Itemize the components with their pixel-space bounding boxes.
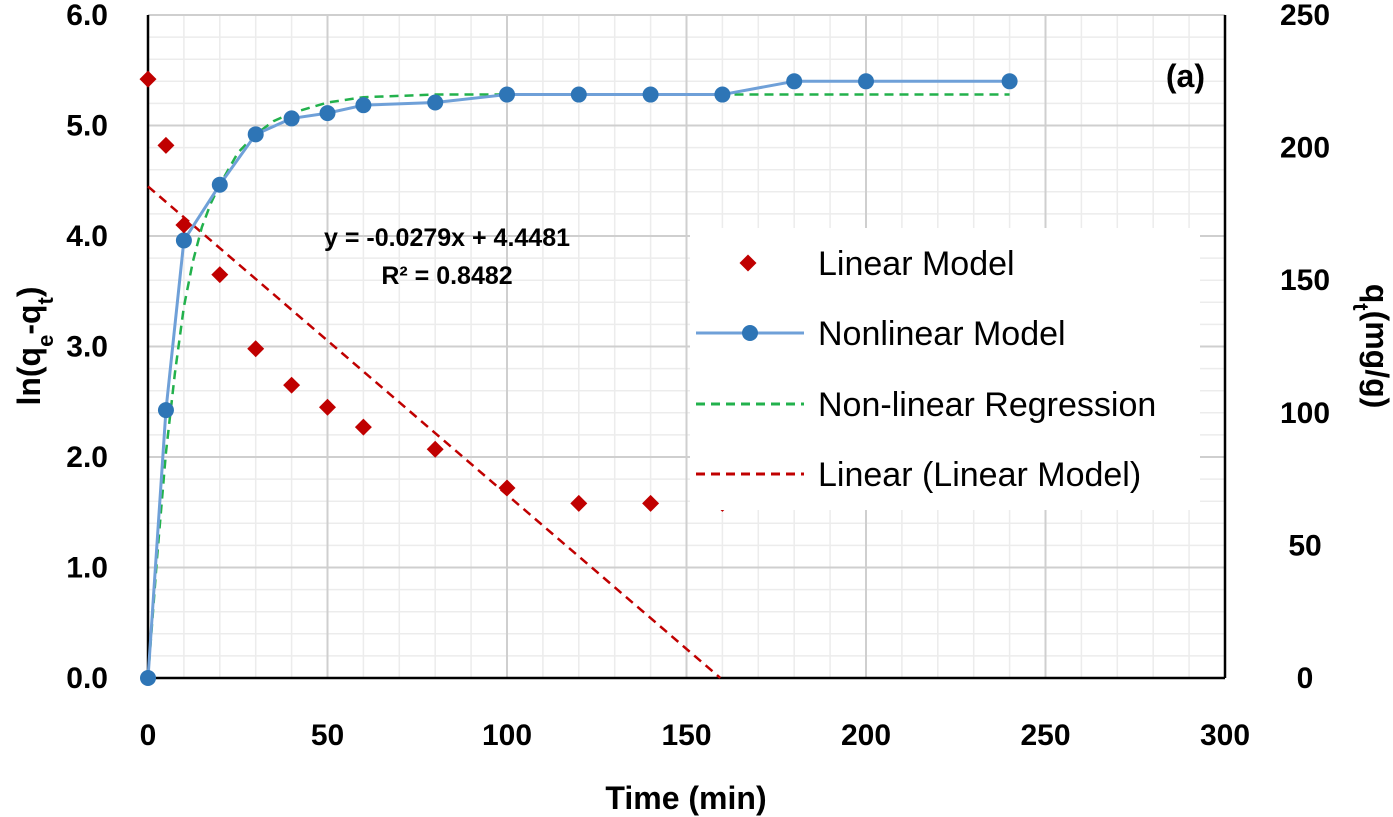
legend-label-nonlinear-model: Nonlinear Model [818,315,1066,353]
nonlinear-model-point [140,670,156,686]
linear-model-point [319,398,336,416]
y-right-suffix: (mg/g) [1359,311,1393,409]
y-right-tick-label: 50 [1288,529,1321,562]
nonlinear-model-line [146,79,1010,679]
axes [146,15,1227,680]
linear-model-point [157,136,175,154]
linear-trendline [147,185,722,679]
nonlinear-model-point [570,86,587,103]
y-left-tick-label: 6.0 [66,0,108,32]
r-squared-label: R² = 0.8482 [381,262,512,290]
linear-model-point [175,216,193,234]
y-left-tick-label: 2.0 [66,441,108,474]
linear-model-point [426,440,444,458]
linear-model-point [498,479,516,497]
nonlinear-model-point [714,86,731,103]
legend: Linear Model Nonlinear Model Non-linear … [690,228,1200,510]
linear-model-point [211,266,229,284]
y-right-prefix: q [1359,284,1393,304]
y-axis-title-right: qt(mg/g) [1349,284,1393,409]
nonlinear-model-point [175,232,192,249]
linear-model-point [139,70,157,88]
y-right-tick-label: 250 [1280,0,1330,32]
nonlinear-model-point [247,126,264,143]
nonlinear-model-point [283,110,300,127]
trendline-equation: y = -0.0279x + 4.4481 [324,224,570,252]
y-right-tick-label: 100 [1280,397,1330,430]
nonlinear-model-point [427,94,444,111]
legend-label-linear-trendline: Linear (Linear Model) [818,456,1141,494]
linear-model-point [570,494,588,512]
legend-swatch-linear-model [739,254,757,272]
linear-model-point [247,340,265,358]
x-tick-label: 0 [140,719,157,752]
nonlinear-model-point [355,97,372,114]
y-right-sub-t: t [1349,303,1374,311]
y-right-tick-label: 150 [1280,264,1330,297]
y-right-tick-label: 0 [1297,662,1314,695]
linear-model-point [354,418,372,436]
x-tick-label: 50 [311,719,344,752]
legend-item-linear-trendline: Linear (Linear Model) [696,456,1141,494]
y-left-tick-label: 3.0 [66,331,108,364]
linear-model-point [642,494,660,512]
x-tick-label: 150 [661,719,711,752]
y-left-sub-t: t [33,296,58,304]
y-left-prefix: ln(q [11,347,47,406]
nonlinear-model-point [1001,73,1018,90]
x-axis-title: Time (min) [605,780,766,816]
x-tick-label: 300 [1200,719,1250,752]
nonlinear-model-point [157,402,174,419]
panel-label: (a) [1166,58,1205,94]
legend-item-linear-model: Linear Model [739,245,1015,283]
y-left-tick-label: 1.0 [66,552,108,585]
legend-item-nonlinear-model: Nonlinear Model [696,315,1066,353]
legend-background [690,228,1200,510]
y-left-tick-label: 0.0 [66,662,108,695]
legend-label-nonlinear-regression: Non-linear Regression [818,386,1156,424]
x-tick-label: 250 [1020,719,1070,752]
y-left-suffix: ) [11,286,47,297]
y-left-sub-e: e [33,335,58,347]
nonlinear-model-point [786,73,803,90]
x-tick-label: 100 [482,719,532,752]
y-left-tick-label: 4.0 [66,220,108,253]
series-layer [139,70,1018,686]
nonlinear-model-point [319,105,336,122]
nonlinear-model-point [211,176,228,193]
x-tick-label: 200 [841,719,891,752]
linear-model-point [283,376,301,394]
y-axis-title-left: ln(qe-qt) [11,286,58,405]
legend-label-linear-model: Linear Model [818,245,1015,283]
y-right-tick-label: 200 [1280,132,1330,165]
legend-swatch-marker-nonlinear-model [742,325,758,341]
y-left-mid: -q [11,304,47,334]
y-left-tick-label: 5.0 [66,110,108,143]
nonlinear-model-point [642,86,659,103]
nonlinear-model-point [499,86,515,103]
tick-labels: 0 50 100 150 200 250 300 0.0 1.0 2.0 3.0 4.0 5.0 6.0 0… [66,0,1330,752]
legend-item-nonlinear-regression: Non-linear Regression [696,386,1156,424]
nonlinear-model-point [858,73,874,90]
